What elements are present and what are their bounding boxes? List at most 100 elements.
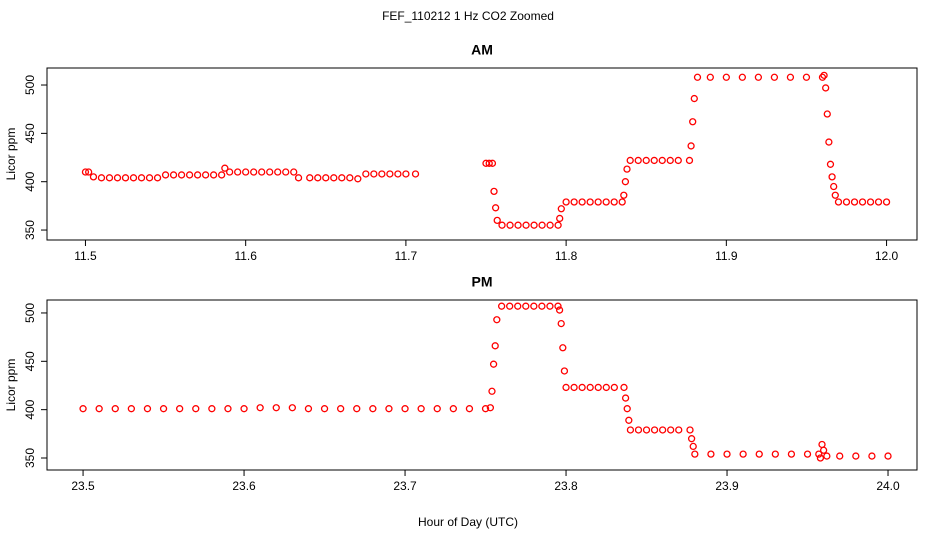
- data-point: [369, 405, 377, 413]
- data-point: [336, 405, 345, 413]
- panel-title: PM: [472, 274, 493, 290]
- data-point: [620, 383, 628, 392]
- data-point: [402, 170, 410, 178]
- data-point: [786, 73, 795, 81]
- data-point: [602, 383, 610, 392]
- data-point: [586, 198, 594, 206]
- data-point: [490, 187, 498, 196]
- data-point: [153, 174, 162, 182]
- data-point: [836, 452, 844, 460]
- data-point: [650, 426, 659, 434]
- figure-title: FEF_110212 1 Hz CO2 Zoomed: [382, 9, 554, 23]
- data-point: [493, 216, 501, 225]
- data-point: [242, 168, 250, 176]
- data-point: [491, 204, 500, 212]
- data-point: [282, 168, 290, 176]
- data-point: [449, 405, 457, 413]
- data-point: [560, 367, 569, 375]
- data-point: [621, 394, 630, 402]
- x-tick-label: 23.7: [393, 479, 417, 493]
- y-tick-label: 450: [23, 351, 37, 371]
- data-point: [234, 168, 242, 176]
- data-point: [787, 450, 796, 458]
- data-point: [121, 174, 130, 182]
- y-axis-label: Licor ppm: [4, 128, 18, 181]
- data-point: [161, 171, 170, 179]
- data-point: [506, 221, 514, 229]
- data-point: [129, 174, 138, 182]
- data-point: [755, 450, 763, 458]
- data-point: [562, 383, 570, 392]
- data-point: [689, 118, 697, 126]
- data-point: [433, 405, 441, 413]
- x-tick-label: 23.5: [71, 479, 95, 493]
- data-point: [667, 426, 675, 434]
- data-point: [707, 450, 715, 458]
- data-point: [819, 446, 828, 454]
- data-point: [89, 173, 98, 181]
- data-point: [314, 174, 322, 182]
- data-point: [771, 450, 779, 458]
- data-point: [621, 178, 630, 186]
- data-point: [868, 452, 876, 460]
- data-point: [497, 302, 506, 310]
- data-point: [354, 175, 362, 183]
- data-point: [274, 168, 282, 176]
- data-point: [159, 405, 168, 413]
- data-point: [852, 452, 860, 460]
- data-point: [554, 302, 562, 310]
- data-point: [169, 171, 178, 179]
- data-point: [882, 198, 891, 206]
- data-point: [818, 440, 826, 449]
- data-point: [465, 405, 474, 413]
- data-point: [185, 171, 194, 179]
- data-point: [818, 73, 827, 81]
- y-tick-label: 350: [23, 220, 37, 240]
- data-point: [822, 84, 830, 92]
- data-point: [489, 360, 498, 368]
- data-point: [884, 452, 892, 460]
- data-point: [111, 405, 119, 413]
- data-point: [522, 302, 530, 310]
- data-point: [634, 156, 642, 165]
- data-point: [830, 182, 838, 191]
- data-point: [626, 156, 634, 165]
- data-point: [193, 171, 202, 179]
- data-point: [831, 191, 839, 199]
- x-tick-label: 11.8: [555, 249, 578, 263]
- data-point: [362, 170, 370, 178]
- data-point: [250, 168, 258, 176]
- data-point: [176, 405, 184, 413]
- data-point: [754, 73, 763, 81]
- data-point: [623, 165, 631, 173]
- data-point: [546, 302, 554, 310]
- data-point: [559, 344, 567, 352]
- data-point: [272, 404, 280, 412]
- data-point: [266, 168, 274, 176]
- data-point: [722, 73, 730, 81]
- data-point: [826, 160, 835, 168]
- data-point: [675, 426, 683, 434]
- data-point: [514, 302, 522, 310]
- data-point: [401, 405, 409, 413]
- data-point: [642, 426, 651, 434]
- data-point: [658, 156, 666, 165]
- data-point: [137, 174, 146, 182]
- y-tick-label: 500: [23, 75, 37, 95]
- data-point: [481, 405, 490, 413]
- data-point: [594, 383, 602, 392]
- data-point: [594, 198, 602, 206]
- data-point: [686, 426, 694, 434]
- data-point: [209, 171, 218, 179]
- data-point: [691, 450, 699, 458]
- data-point: [625, 416, 633, 424]
- data-point: [385, 405, 393, 413]
- data-point: [803, 450, 812, 458]
- y-axis-label: Licor ppm: [4, 359, 18, 412]
- data-point: [834, 198, 843, 206]
- data-point: [674, 156, 682, 165]
- data-point: [322, 174, 330, 182]
- data-point: [320, 405, 329, 413]
- data-point: [177, 171, 186, 179]
- data-point: [221, 164, 229, 172]
